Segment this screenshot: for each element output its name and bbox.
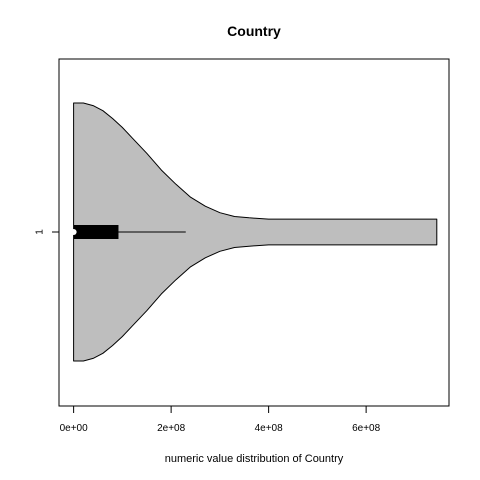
y-axis: 1: [35, 229, 59, 235]
x-tick-label: 4e+08: [255, 423, 284, 434]
x-tick-label: 0e+00: [60, 423, 89, 434]
x-axis-label: numeric value distribution of Country: [165, 453, 344, 465]
violin-layer: [73, 102, 438, 362]
x-tick-label: 6e+08: [352, 423, 381, 434]
chart-title: Country: [227, 23, 281, 39]
y-tick-label: 1: [35, 229, 46, 235]
interquartile-box: [73, 225, 119, 239]
x-tick-label: 2e+08: [157, 423, 186, 434]
x-axis: 0e+00 2e+08 4e+08 6e+08: [60, 405, 381, 434]
median-point: [70, 229, 77, 235]
violin-shape: [73, 102, 438, 362]
boxplot-layer: [70, 225, 186, 239]
